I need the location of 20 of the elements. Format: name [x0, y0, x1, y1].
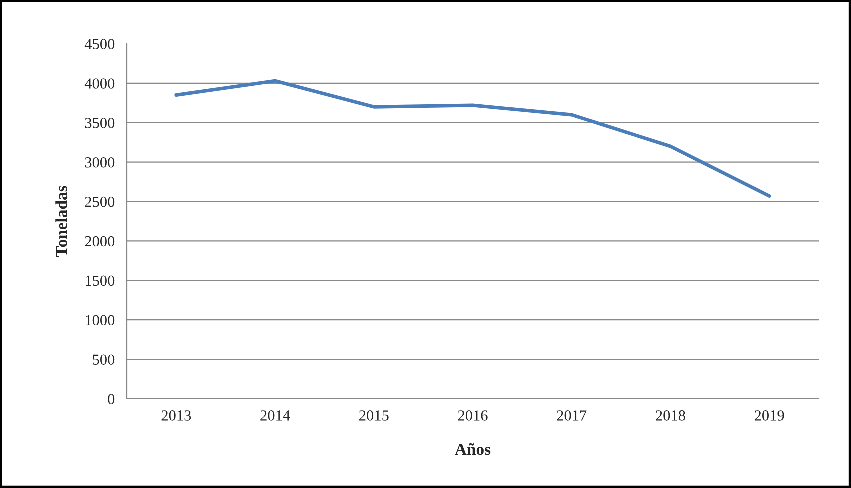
y-axis-title: Toneladas	[56, 186, 68, 258]
x-tick-label: 2017	[557, 410, 587, 421]
x-tick-label: 2014	[260, 410, 290, 421]
line-series	[174, 79, 772, 198]
x-axis-title: Años	[455, 443, 491, 456]
y-tick-label: 500	[93, 354, 115, 366]
y-tick-label: 3500	[85, 118, 115, 128]
y-tick-label: 1000	[86, 315, 115, 326]
y-tick-label: 3000	[85, 157, 115, 168]
y-tick-label: 1500	[86, 276, 115, 286]
y-tick-label: 2000	[85, 236, 115, 247]
y-tick-label: 4000	[84, 78, 115, 89]
y-tick-label: 0	[108, 394, 115, 404]
x-tick-label: 2019	[754, 410, 784, 421]
x-tick-label: 2018	[656, 410, 686, 421]
x-tick-label: 2016	[458, 410, 488, 421]
y-tick-label: 2500	[85, 196, 115, 208]
y-tick-label: 4500	[84, 39, 115, 50]
x-tick-label: 2015	[360, 410, 389, 421]
x-tick-label: 2013	[162, 410, 192, 421]
